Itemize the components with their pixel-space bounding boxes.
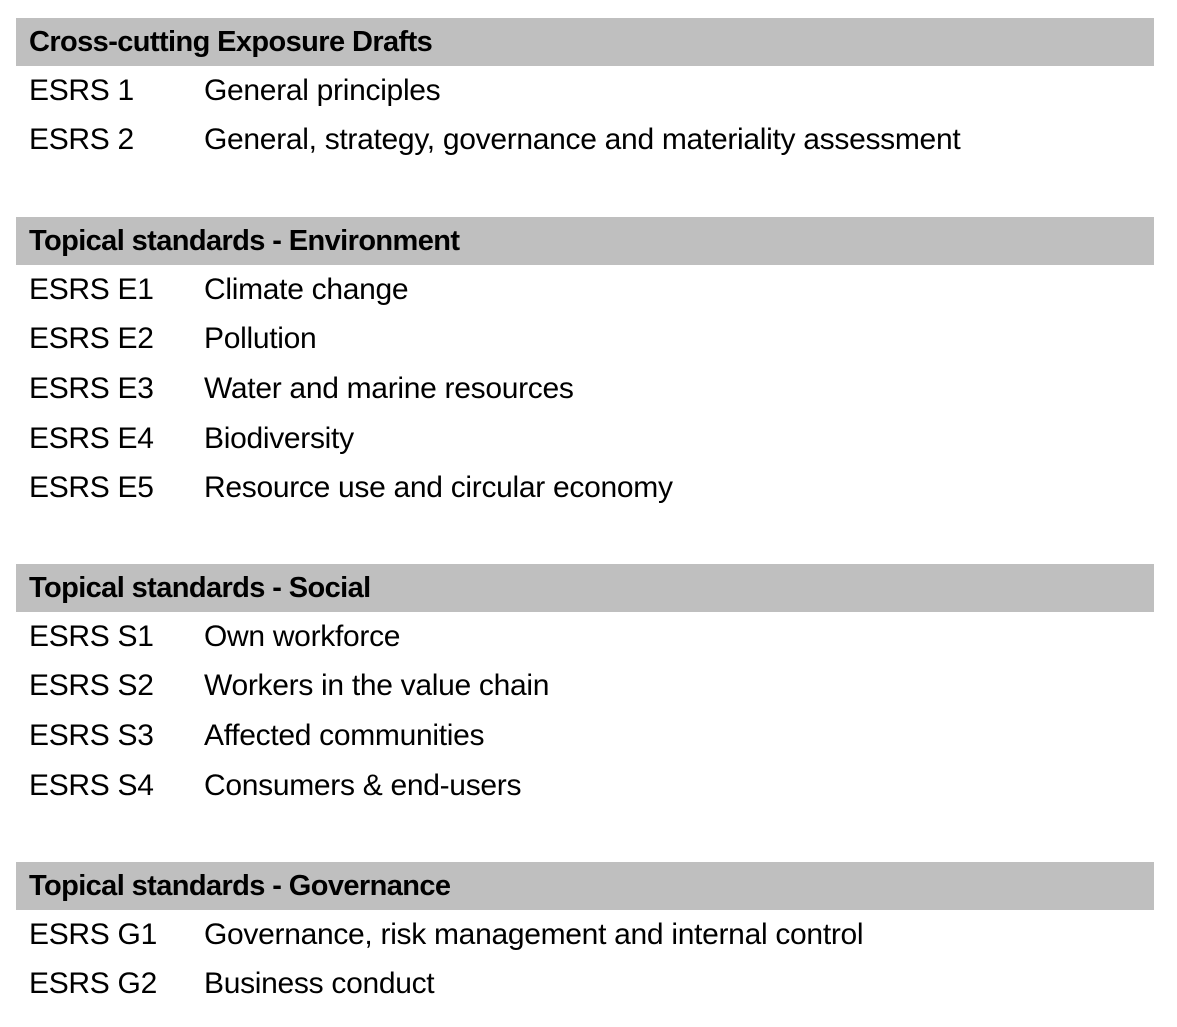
- list-item: ESRS E5 Resource use and circular econom…: [16, 463, 1154, 513]
- list-item: ESRS E2 Pollution: [16, 315, 1154, 365]
- standard-name: General principles: [204, 73, 441, 107]
- standard-code: ESRS G2: [29, 967, 157, 1001]
- standard-name: Biodiversity: [204, 421, 354, 455]
- standard-code: ESRS S1: [29, 619, 154, 653]
- standard-name: Resource use and circular economy: [204, 471, 673, 505]
- list-item: ESRS 1 General principles: [16, 66, 1154, 116]
- standard-code: ESRS G1: [29, 917, 157, 951]
- list-item: ESRS G1 Governance, risk management and …: [16, 910, 1154, 960]
- standard-name: Business conduct: [204, 967, 435, 1001]
- list-item: ESRS S4 Consumers & end-users: [16, 761, 1154, 811]
- standard-name: Pollution: [204, 322, 317, 356]
- section-header: Topical standards - Governance: [16, 862, 1154, 910]
- standard-code: ESRS 1: [29, 73, 134, 107]
- list-item: ESRS S3 Affected communities: [16, 711, 1154, 761]
- section-header: Topical standards - Social: [16, 564, 1154, 612]
- section-governance: Topical standards - Governance ESRS G1 G…: [16, 862, 1154, 1009]
- section-environment: Topical standards - Environment ESRS E1 …: [16, 217, 1154, 513]
- section-header: Topical standards - Environment: [16, 217, 1154, 265]
- standard-name: Consumers & end-users: [204, 768, 522, 802]
- standard-code: ESRS S3: [29, 718, 154, 752]
- list-item: ESRS S2 Workers in the value chain: [16, 662, 1154, 712]
- standard-code: ESRS E3: [29, 371, 154, 405]
- standard-code: ESRS E4: [29, 421, 154, 455]
- list-item: ESRS S1 Own workforce: [16, 612, 1154, 662]
- standard-code: ESRS S4: [29, 768, 154, 802]
- standard-name: Workers in the value chain: [204, 669, 550, 703]
- section-social: Topical standards - Social ESRS S1 Own w…: [16, 564, 1154, 810]
- standard-name: Climate change: [204, 272, 409, 306]
- list-item: ESRS E3 Water and marine resources: [16, 364, 1154, 414]
- list-item: ESRS G2 Business conduct: [16, 960, 1154, 1010]
- standard-code: ESRS 2: [29, 123, 134, 157]
- list-item: ESRS 2 General, strategy, governance and…: [16, 116, 1154, 166]
- standard-name: Water and marine resources: [204, 371, 574, 405]
- list-item: ESRS E4 Biodiversity: [16, 414, 1154, 464]
- standard-name: Own workforce: [204, 619, 401, 653]
- standard-code: ESRS S2: [29, 669, 154, 703]
- standard-code: ESRS E2: [29, 322, 154, 356]
- standard-name: Affected communities: [204, 718, 485, 752]
- list-item: ESRS E1 Climate change: [16, 265, 1154, 315]
- standard-name: Governance, risk management and internal…: [204, 917, 864, 951]
- standard-code: ESRS E5: [29, 471, 154, 505]
- section-header: Cross-cutting Exposure Drafts: [16, 18, 1154, 66]
- standard-name: General, strategy, governance and materi…: [204, 123, 961, 157]
- section-cross-cutting: Cross-cutting Exposure Drafts ESRS 1 Gen…: [16, 18, 1154, 165]
- standard-code: ESRS E1: [29, 272, 154, 306]
